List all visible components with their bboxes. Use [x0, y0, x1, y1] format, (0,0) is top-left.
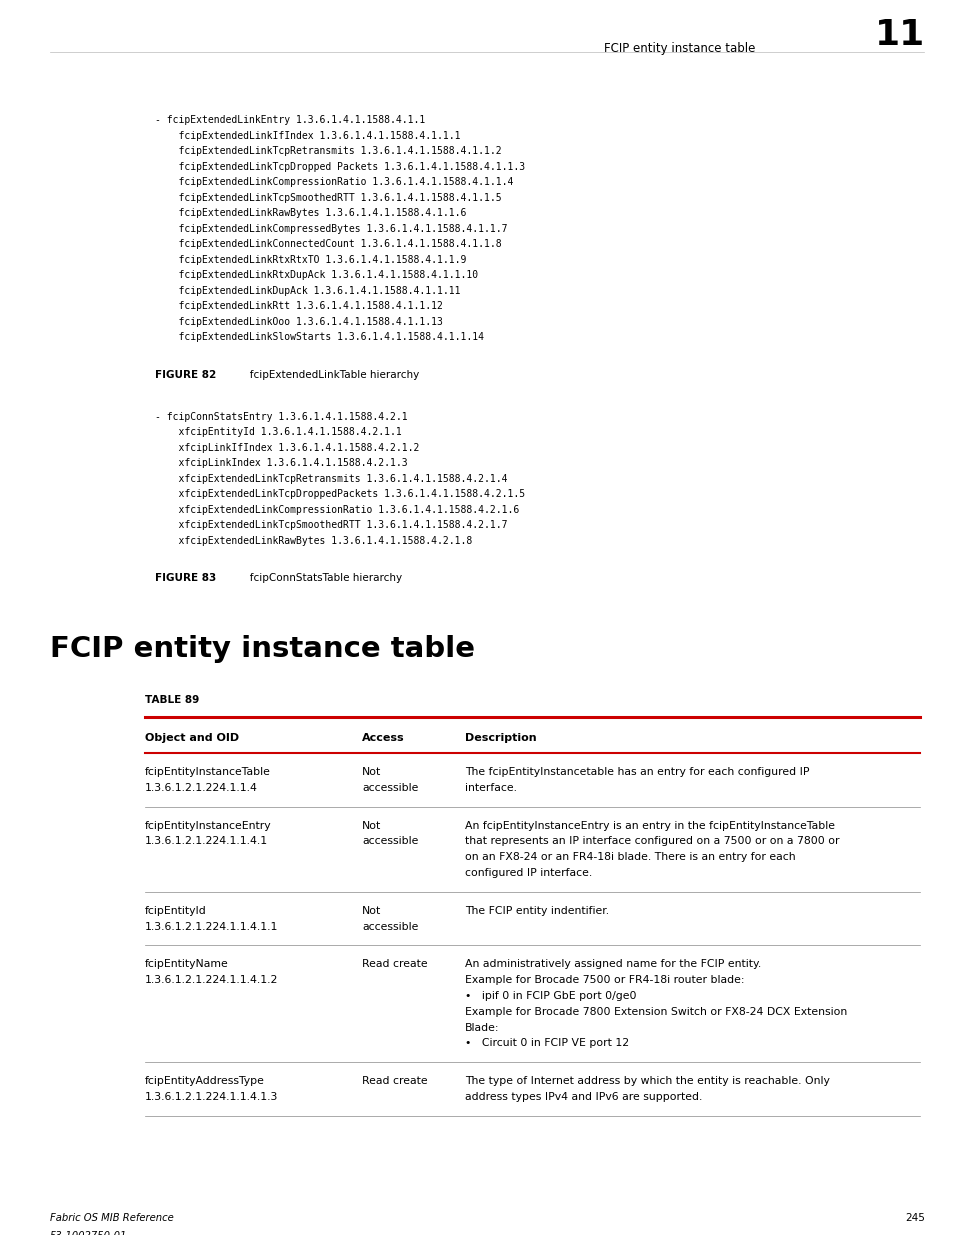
Text: The type of Internet address by which the entity is reachable. Only: The type of Internet address by which th… — [464, 1076, 829, 1087]
Text: configured IP interface.: configured IP interface. — [464, 868, 592, 878]
Text: Read create: Read create — [361, 960, 427, 969]
Text: - fcipExtendedLinkEntry 1.3.6.1.4.1.1588.4.1.1: - fcipExtendedLinkEntry 1.3.6.1.4.1.1588… — [154, 115, 425, 125]
Text: Fabric OS MIB Reference: Fabric OS MIB Reference — [50, 1213, 173, 1223]
Text: Example for Brocade 7500 or FR4-18i router blade:: Example for Brocade 7500 or FR4-18i rout… — [464, 976, 743, 986]
Text: fcipExtendedLinkCompressedBytes 1.3.6.1.4.1.1588.4.1.1.7: fcipExtendedLinkCompressedBytes 1.3.6.1.… — [154, 224, 507, 233]
Text: xfcipLinkIfIndex 1.3.6.1.4.1.1588.4.2.1.2: xfcipLinkIfIndex 1.3.6.1.4.1.1588.4.2.1.… — [154, 442, 419, 452]
Text: accessible: accessible — [361, 921, 418, 931]
Text: fcipExtendedLinkRtxDupAck 1.3.6.1.4.1.1588.4.1.1.10: fcipExtendedLinkRtxDupAck 1.3.6.1.4.1.15… — [154, 270, 477, 280]
Text: The fcipEntityInstancetable has an entry for each configured IP: The fcipEntityInstancetable has an entry… — [464, 767, 809, 777]
Text: fcipExtendedLinkRtxRtxTO 1.3.6.1.4.1.1588.4.1.1.9: fcipExtendedLinkRtxRtxTO 1.3.6.1.4.1.158… — [154, 254, 466, 264]
Text: fcipExtendedLinkRtt 1.3.6.1.4.1.1588.4.1.1.12: fcipExtendedLinkRtt 1.3.6.1.4.1.1588.4.1… — [154, 301, 442, 311]
Text: Not: Not — [361, 905, 381, 916]
Text: Example for Brocade 7800 Extension Switch or FX8-24 DCX Extension: Example for Brocade 7800 Extension Switc… — [464, 1007, 846, 1016]
Text: fcipEntityId: fcipEntityId — [145, 905, 207, 916]
Text: 11: 11 — [874, 19, 924, 52]
Text: Read create: Read create — [361, 1076, 427, 1087]
Text: fcipExtendedLinkSlowStarts 1.3.6.1.4.1.1588.4.1.1.14: fcipExtendedLinkSlowStarts 1.3.6.1.4.1.1… — [154, 332, 483, 342]
Text: Not: Not — [361, 820, 381, 831]
Text: Object and OID: Object and OID — [145, 734, 239, 743]
Text: accessible: accessible — [361, 783, 418, 793]
Text: accessible: accessible — [361, 836, 418, 846]
Text: fcipEntityName: fcipEntityName — [145, 960, 229, 969]
Text: fcipExtendedLinkTcpDropped Packets 1.3.6.1.4.1.1588.4.1.1.3: fcipExtendedLinkTcpDropped Packets 1.3.6… — [154, 162, 524, 172]
Text: 1.3.6.1.2.1.224.1.1.4.1.1: 1.3.6.1.2.1.224.1.1.4.1.1 — [145, 921, 278, 931]
Text: •   ipif 0 in FCIP GbE port 0/ge0: • ipif 0 in FCIP GbE port 0/ge0 — [464, 990, 636, 1002]
Text: xfcipExtendedLinkRawBytes 1.3.6.1.4.1.1588.4.2.1.8: xfcipExtendedLinkRawBytes 1.3.6.1.4.1.15… — [154, 536, 472, 546]
Text: TABLE 89: TABLE 89 — [145, 695, 199, 705]
Text: interface.: interface. — [464, 783, 517, 793]
Text: fcipEntityInstanceTable: fcipEntityInstanceTable — [145, 767, 271, 777]
Text: The FCIP entity indentifier.: The FCIP entity indentifier. — [464, 905, 608, 916]
Text: that represents an IP interface configured on a 7500 or on a 7800 or: that represents an IP interface configur… — [464, 836, 839, 846]
Text: fcipEntityInstanceEntry: fcipEntityInstanceEntry — [145, 820, 272, 831]
Text: fcipExtendedLinkDupAck 1.3.6.1.4.1.1588.4.1.1.11: fcipExtendedLinkDupAck 1.3.6.1.4.1.1588.… — [154, 285, 460, 295]
Text: fcipExtendedLinkTable hierarchy: fcipExtendedLinkTable hierarchy — [240, 369, 418, 379]
Text: fcipConnStatsTable hierarchy: fcipConnStatsTable hierarchy — [240, 573, 402, 583]
Text: FIGURE 83: FIGURE 83 — [154, 573, 216, 583]
Text: FIGURE 82: FIGURE 82 — [154, 369, 216, 379]
Text: fcipExtendedLinkOoo 1.3.6.1.4.1.1588.4.1.1.13: fcipExtendedLinkOoo 1.3.6.1.4.1.1588.4.1… — [154, 316, 442, 326]
Text: 53-1002750-01: 53-1002750-01 — [50, 1231, 128, 1235]
Text: 1.3.6.1.2.1.224.1.1.4.1.3: 1.3.6.1.2.1.224.1.1.4.1.3 — [145, 1092, 278, 1102]
Text: xfcipExtendedLinkTcpRetransmits 1.3.6.1.4.1.1588.4.2.1.4: xfcipExtendedLinkTcpRetransmits 1.3.6.1.… — [154, 473, 507, 483]
Text: fcipExtendedLinkCompressionRatio 1.3.6.1.4.1.1588.4.1.1.4: fcipExtendedLinkCompressionRatio 1.3.6.1… — [154, 177, 513, 186]
Text: xfcipExtendedLinkTcpSmoothedRTT 1.3.6.1.4.1.1588.4.2.1.7: xfcipExtendedLinkTcpSmoothedRTT 1.3.6.1.… — [154, 520, 507, 530]
Text: address types IPv4 and IPv6 are supported.: address types IPv4 and IPv6 are supporte… — [464, 1092, 701, 1102]
Text: xfcipLinkIndex 1.3.6.1.4.1.1588.4.2.1.3: xfcipLinkIndex 1.3.6.1.4.1.1588.4.2.1.3 — [154, 458, 407, 468]
Text: Blade:: Blade: — [464, 1023, 499, 1032]
Text: •   Circuit 0 in FCIP VE port 12: • Circuit 0 in FCIP VE port 12 — [464, 1039, 628, 1049]
Text: xfcipExtendedLinkTcpDroppedPackets 1.3.6.1.4.1.1588.4.2.1.5: xfcipExtendedLinkTcpDroppedPackets 1.3.6… — [154, 489, 524, 499]
Text: Description: Description — [464, 734, 536, 743]
Text: An administratively assigned name for the FCIP entity.: An administratively assigned name for th… — [464, 960, 760, 969]
Text: Not: Not — [361, 767, 381, 777]
Text: 1.3.6.1.2.1.224.1.1.4: 1.3.6.1.2.1.224.1.1.4 — [145, 783, 257, 793]
Text: 245: 245 — [904, 1213, 924, 1223]
Text: 1.3.6.1.2.1.224.1.1.4.1.2: 1.3.6.1.2.1.224.1.1.4.1.2 — [145, 976, 278, 986]
Text: xfcipExtendedLinkCompressionRatio 1.3.6.1.4.1.1588.4.2.1.6: xfcipExtendedLinkCompressionRatio 1.3.6.… — [154, 505, 518, 515]
Text: An fcipEntityInstanceEntry is an entry in the fcipEntityInstanceTable: An fcipEntityInstanceEntry is an entry i… — [464, 820, 834, 831]
Text: - fcipConnStatsEntry 1.3.6.1.4.1.1588.4.2.1: - fcipConnStatsEntry 1.3.6.1.4.1.1588.4.… — [154, 411, 407, 421]
Text: fcipExtendedLinkTcpSmoothedRTT 1.3.6.1.4.1.1588.4.1.1.5: fcipExtendedLinkTcpSmoothedRTT 1.3.6.1.4… — [154, 193, 501, 203]
Text: fcipEntityAddressType: fcipEntityAddressType — [145, 1076, 265, 1087]
Text: on an FX8-24 or an FR4-18i blade. There is an entry for each: on an FX8-24 or an FR4-18i blade. There … — [464, 852, 795, 862]
Text: xfcipEntityId 1.3.6.1.4.1.1588.4.2.1.1: xfcipEntityId 1.3.6.1.4.1.1588.4.2.1.1 — [154, 427, 401, 437]
Text: fcipExtendedLinkRawBytes 1.3.6.1.4.1.1588.4.1.1.6: fcipExtendedLinkRawBytes 1.3.6.1.4.1.158… — [154, 207, 466, 219]
Text: Access: Access — [361, 734, 404, 743]
Text: fcipExtendedLinkIfIndex 1.3.6.1.4.1.1588.4.1.1.1: fcipExtendedLinkIfIndex 1.3.6.1.4.1.1588… — [154, 131, 460, 141]
Text: fcipExtendedLinkConnectedCount 1.3.6.1.4.1.1588.4.1.1.8: fcipExtendedLinkConnectedCount 1.3.6.1.4… — [154, 240, 501, 249]
Text: fcipExtendedLinkTcpRetransmits 1.3.6.1.4.1.1588.4.1.1.2: fcipExtendedLinkTcpRetransmits 1.3.6.1.4… — [154, 146, 501, 156]
Text: 1.3.6.1.2.1.224.1.1.4.1: 1.3.6.1.2.1.224.1.1.4.1 — [145, 836, 268, 846]
Text: FCIP entity instance table: FCIP entity instance table — [50, 635, 475, 663]
Text: FCIP entity instance table: FCIP entity instance table — [603, 42, 754, 56]
